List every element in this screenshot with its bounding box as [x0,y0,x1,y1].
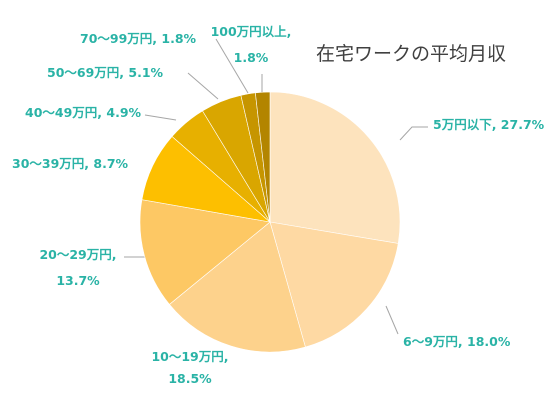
data-label: 40～49万円, 4.9% [25,105,142,120]
leader-line [144,114,177,121]
pie-slice [139,199,271,305]
data-label-value: 13.7% [56,273,100,288]
data-label: 6～9万円, 18.0% [403,334,511,349]
leader-line [399,126,428,141]
pie-slice [255,91,271,223]
chart-title: 在宅ワークの平均月収 [316,43,506,65]
data-label-category: 20～29万円, [39,247,116,262]
data-label: 70～99万円, 1.8% [80,31,197,46]
data-label-category: 10～19万円, [151,349,228,364]
data-label: 100万円以上, 1.8% [211,24,292,65]
data-label: 30～39万円, 8.7% [12,156,129,171]
leader-line [385,305,399,335]
data-label: 20～29万円, 13.7% [39,247,116,288]
pie-slices [139,91,401,353]
leader-line [187,72,219,100]
data-label: 5万円以下, 27.7% [433,117,545,132]
data-label-category: 100万円以上, [211,24,292,39]
data-label-value: 1.8% [234,50,269,65]
data-label: 10～19万円, 18.5% [151,349,228,386]
data-label-value: 18.5% [168,371,212,386]
leader-lines [124,38,428,335]
leader-line [215,38,249,94]
pie-slice [269,91,401,244]
data-label: 50～69万円, 5.1% [47,65,164,80]
pie-slice [169,221,306,353]
pie-slice [269,221,399,348]
data-labels: 5万円以下, 27.7% 6～9万円, 18.0% 10～19万円, 18.5% 20～… [12,24,545,386]
